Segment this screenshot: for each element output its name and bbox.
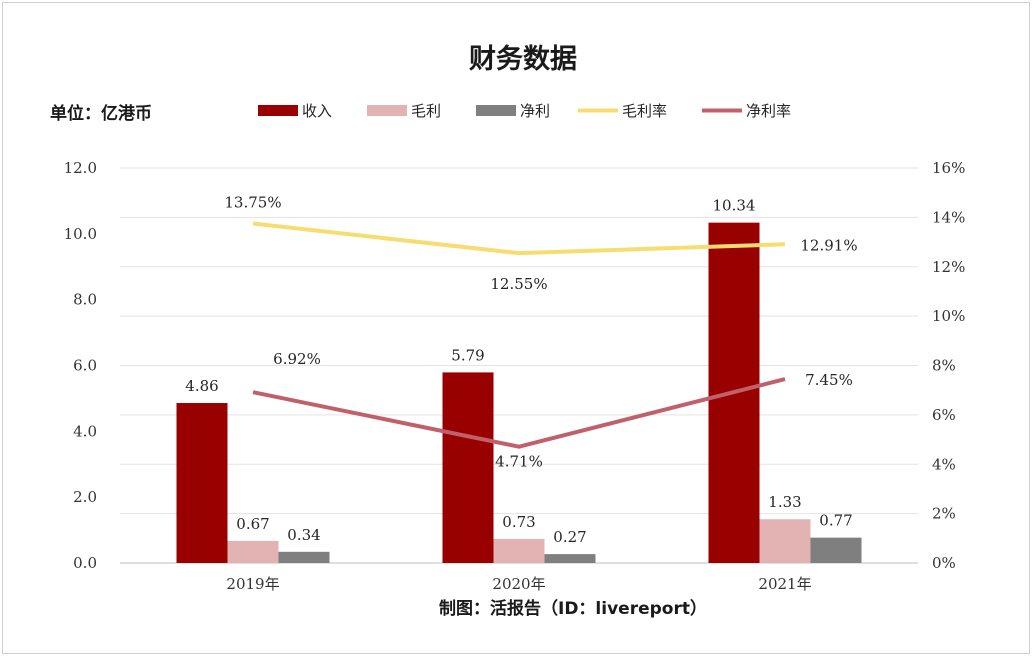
bar-data-label: 0.73 [502,513,535,531]
left-axis-ticks: 0.0 2.0 4.0 6.0 8.0 10.0 12.0 [64,159,97,572]
bar-gross-profit [493,538,545,563]
bar-data-label: 0.34 [287,526,320,544]
right-tick-label: 14% [932,208,965,226]
unit-label: 单位：亿港币 [50,103,152,124]
x-category-label: 2019年 [226,575,279,593]
bar-gross-profit [227,540,279,563]
legend-swatch [367,105,407,116]
legend-label: 净利 [520,102,550,120]
left-tick-label: 6.0 [73,357,97,375]
right-tick-label: 6% [932,406,956,424]
lines: 13.75% 12.55% 12.91% 6.92% 4.71% 7.45% [224,194,857,471]
line-data-label: 12.91% [800,236,857,254]
bar-net-profit [544,554,596,563]
chart-title: 财务数据 [469,44,577,75]
right-tick-label: 10% [932,307,965,325]
left-tick-label: 4.0 [73,422,97,440]
right-tick-label: 4% [932,455,956,473]
left-tick-label: 2.0 [73,488,97,506]
line-gross-margin [252,221,786,256]
x-axis-labels: 2019年 2020年 2021年 [226,575,811,593]
bar-gross-profit [759,519,811,563]
left-tick-label: 12.0 [64,159,97,177]
bar-net-profit [810,537,862,563]
right-tick-label: 2% [932,505,956,523]
legend-swatch [476,105,516,116]
right-tick-label: 12% [932,258,965,276]
bar-data-label: 0.27 [553,528,586,546]
left-tick-label: 10.0 [64,225,97,243]
line-net-margin [252,377,786,449]
bar-revenue [176,403,228,563]
bar-net-profit [278,551,330,563]
bar-data-label: 4.86 [185,377,218,395]
source-footer: 制图：活报告（ID：livereport） [439,598,707,619]
line-data-label: 4.71% [495,453,543,471]
left-tick-label: 8.0 [73,291,97,309]
right-tick-label: 0% [932,554,956,572]
legend-label: 净利率 [746,102,791,120]
right-tick-label: 16% [932,159,965,177]
legend-swatch [258,105,298,116]
legend-label: 毛利率 [622,102,667,120]
gridlines [120,167,918,564]
line-data-label: 6.92% [273,350,321,368]
line-data-label: 12.55% [490,275,547,293]
legend-label: 收入 [302,102,332,120]
legend: 收入 毛利 净利 毛利率 净利率 [258,102,791,120]
bar-revenue [442,372,494,563]
right-axis-ticks: 0% 2% 4% 6% 8% 10% 12% 14% 16% [932,159,965,572]
left-tick-label: 0.0 [73,554,97,572]
bar-data-label: 0.77 [819,512,852,530]
bar-data-label: 5.79 [451,346,484,364]
x-category-label: 2021年 [758,575,811,593]
legend-label: 毛利 [411,102,441,120]
right-tick-label: 8% [932,357,956,375]
line-data-label: 7.45% [805,371,853,389]
bar-data-label: 1.33 [768,493,801,511]
line-data-label: 13.75% [224,194,281,212]
x-category-label: 2020年 [492,575,545,593]
bar-data-label: 10.34 [713,197,756,215]
bar-data-label: 0.67 [236,515,269,533]
